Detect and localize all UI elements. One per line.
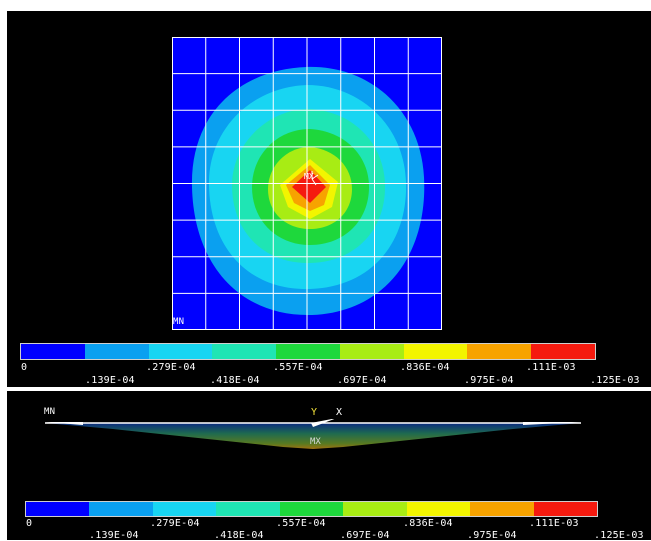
legend-swatch-2 — [84, 344, 149, 359]
legend-swatch-1 — [26, 502, 90, 516]
legend-bottom-label-0: .139E-04 — [85, 375, 135, 386]
legend2-top-label-3: .836E-04 — [403, 518, 453, 529]
legend-swatch-6 — [343, 502, 407, 516]
legend-swatch-4 — [216, 502, 280, 516]
legend-swatch-5 — [276, 344, 340, 359]
legend-top-label-3: .836E-04 — [400, 362, 450, 373]
legend2-top-label-1: .279E-04 — [150, 518, 200, 529]
contour-band-9 — [292, 170, 326, 203]
legend-swatch-3 — [152, 502, 217, 516]
max-marker-top: MX — [304, 172, 314, 181]
legend-swatch-7 — [406, 502, 471, 516]
mesh-grid — [172, 37, 442, 330]
legend-bottom-label-4: .125E-03 — [590, 375, 640, 386]
legend-swatch-9 — [531, 344, 596, 359]
beam-deflection-view[interactable] — [43, 419, 583, 453]
legend-swatch-7 — [403, 344, 468, 359]
legend2-bottom-label-3: .975E-04 — [467, 530, 517, 541]
legend-top-label-4: .111E-03 — [526, 362, 576, 373]
deformed-beam-shape — [45, 423, 581, 449]
legend2-bottom-label-1: .418E-04 — [214, 530, 264, 541]
legend-bottom-label-3: .975E-04 — [464, 375, 514, 386]
triad-icon — [311, 171, 319, 186]
legend-swatch-8 — [467, 344, 532, 359]
legend-top-label-2: .557E-04 — [273, 362, 323, 373]
legend-swatch-8 — [470, 502, 534, 516]
legend2-bottom-label-4: .125E-03 — [594, 530, 644, 541]
plate-contour-plot[interactable] — [172, 37, 442, 330]
legend-top-label-0: 0 — [21, 362, 28, 373]
legend-swatch-4 — [212, 344, 277, 359]
min-marker-bottom: MN — [44, 407, 56, 417]
legend-bottom-label-1: .418E-04 — [210, 375, 260, 386]
legend-swatch-2 — [89, 502, 153, 516]
legend-bottom-label-2: .697E-04 — [337, 375, 387, 386]
legend-colorbar-bottom — [25, 501, 598, 517]
legend-swatch-5 — [279, 502, 344, 516]
legend2-top-label-4: .111E-03 — [529, 518, 579, 529]
max-marker-bottom: MX — [310, 437, 321, 447]
legend-swatch-1 — [21, 344, 85, 359]
contour-plot-panel: MN MX 0 .279E-04 .557E-04 .836E-04 .111E… — [7, 11, 651, 387]
legend-swatch-9 — [533, 502, 597, 516]
beam-view-panel: MN Y X MX 0 .279E-04 .557E-04 .836E-04 — [7, 391, 651, 541]
legend2-bottom-label-0: .139E-04 — [89, 530, 139, 541]
legend2-top-label-0: 0 — [26, 518, 33, 529]
beam-left-wedge — [45, 422, 83, 425]
legend-swatch-6 — [339, 344, 404, 359]
legend-top-label-1: .279E-04 — [146, 362, 196, 373]
legend2-bottom-label-2: .697E-04 — [340, 530, 390, 541]
min-marker-top: MN — [173, 317, 185, 327]
legend-colorbar-top — [20, 343, 596, 360]
beam-center-wedge — [311, 419, 335, 427]
axis-y-label: Y — [311, 407, 318, 418]
legend2-top-label-2: .557E-04 — [276, 518, 326, 529]
legend-swatch-3 — [148, 344, 213, 359]
axis-x-label: X — [336, 407, 343, 418]
beam-right-wedge — [523, 422, 581, 425]
